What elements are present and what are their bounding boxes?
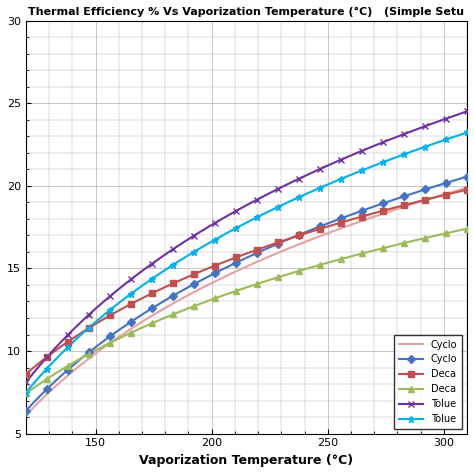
Legend: Cyclo, Cyclo, Deca, Deca, Tolue, Tolue: Cyclo, Cyclo, Deca, Deca, Tolue, Tolue — [394, 335, 462, 429]
X-axis label: Vaporization Temperature (°C): Vaporization Temperature (°C) — [139, 454, 354, 467]
Title: Thermal Efficiency % Vs Vaporization Temperature (°C)   (Simple Setu: Thermal Efficiency % Vs Vaporization Tem… — [28, 7, 465, 17]
